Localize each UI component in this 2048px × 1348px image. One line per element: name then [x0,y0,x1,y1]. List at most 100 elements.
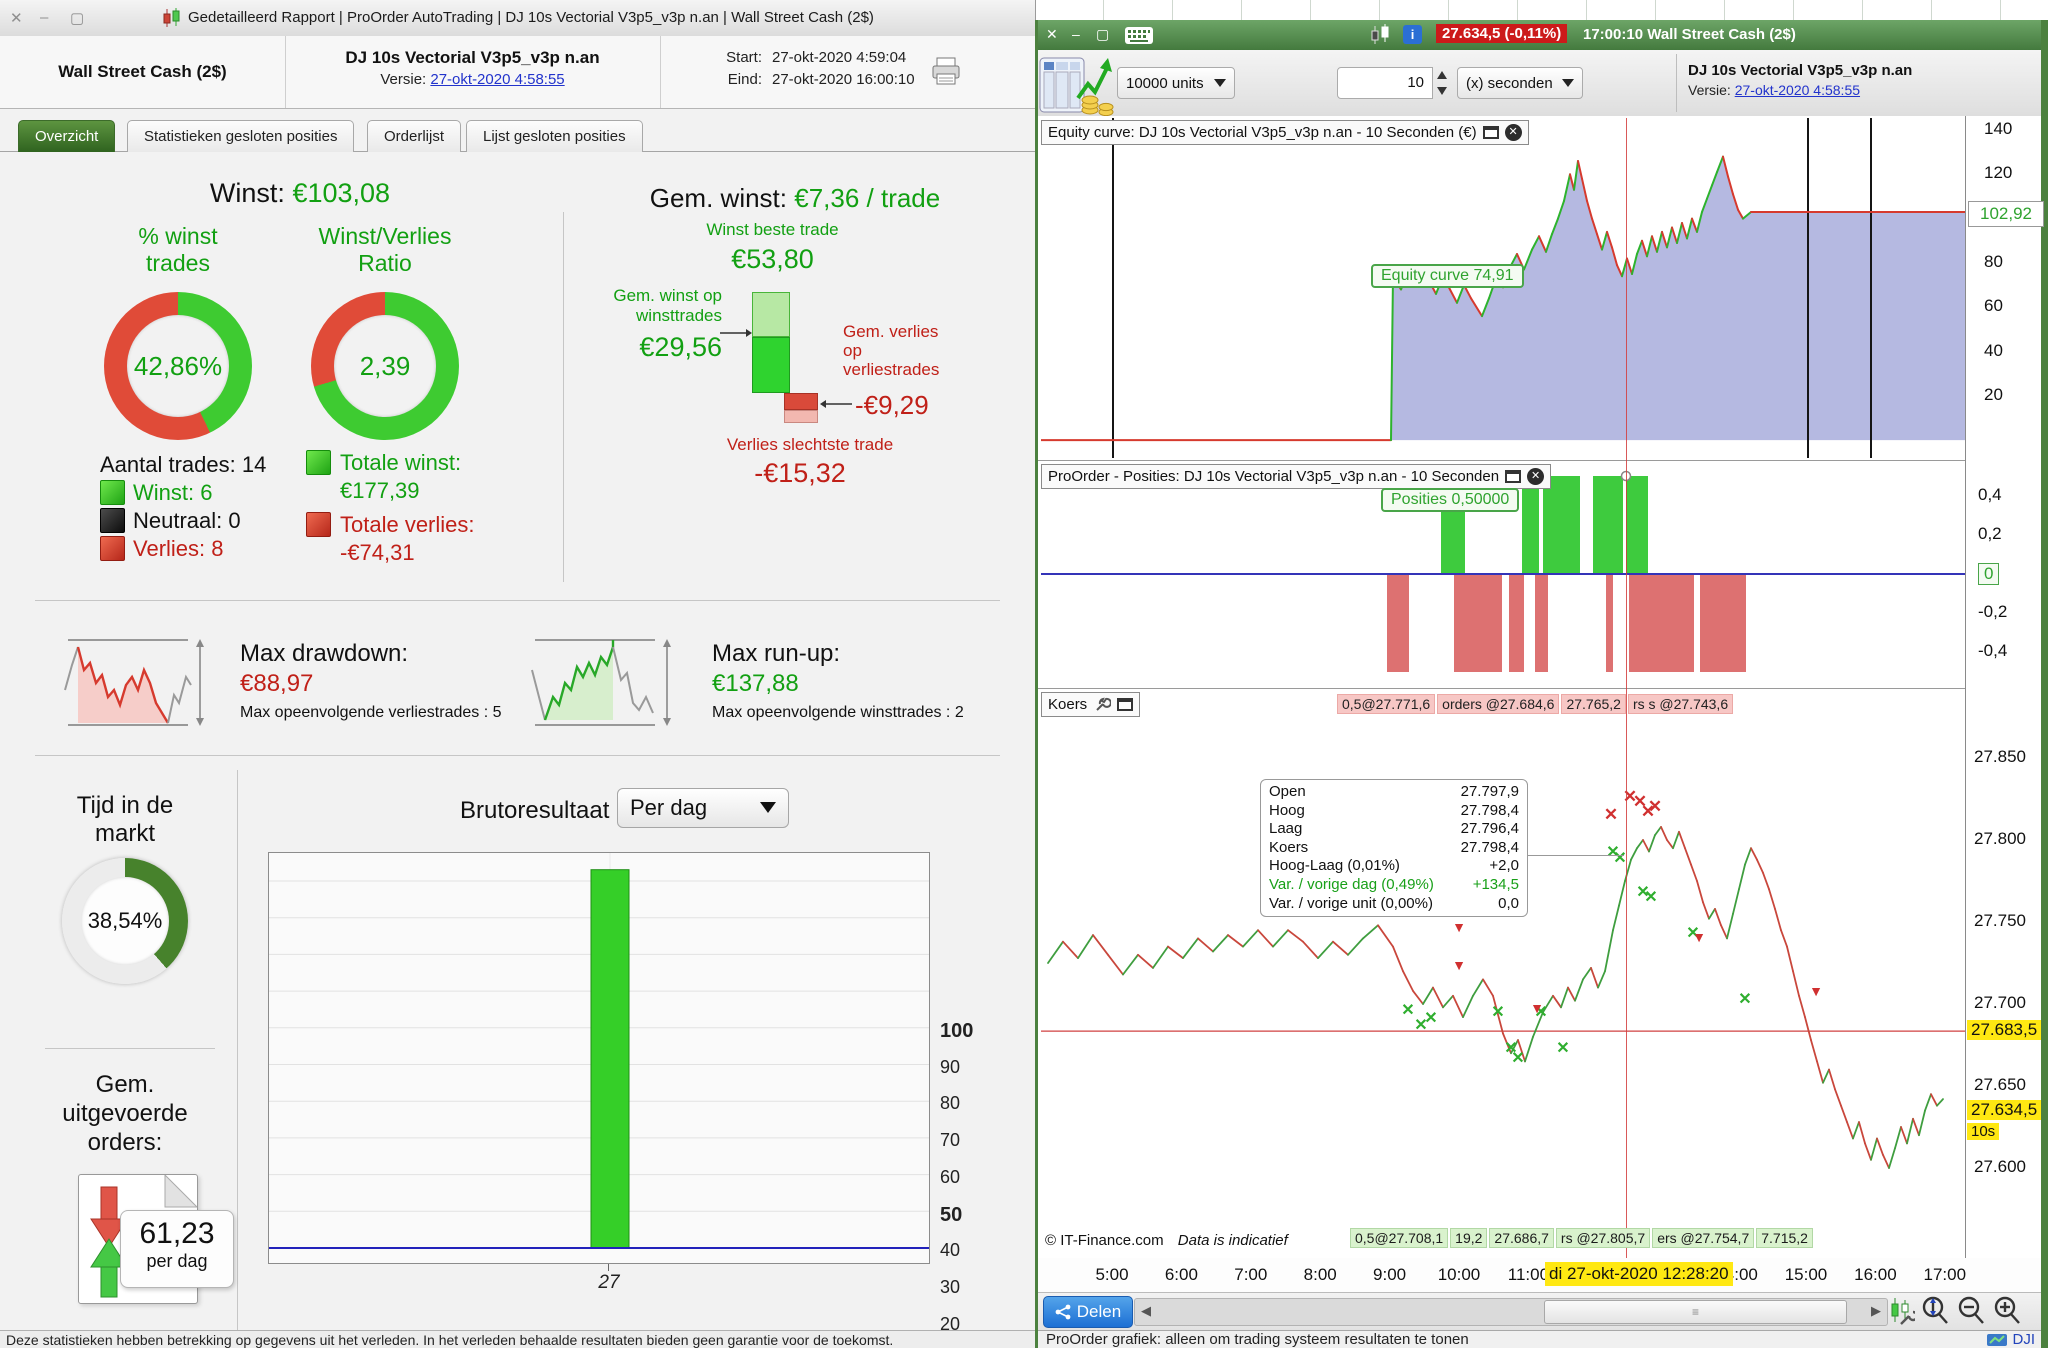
tab-statistieken[interactable]: Statistieken gesloten posities [127,120,355,152]
dji-label: DJI [2012,1331,2036,1348]
svg-text:✕: ✕ [1534,1004,1547,1021]
tijd-donut: 38,54% [62,858,188,984]
wrench-icon[interactable] [1093,696,1112,714]
bruto-period-select[interactable]: Per dag [617,788,789,828]
drawdown-sub: Max opeenvolgende verliestrades : 5 [240,704,502,721]
gem-winst-heading: Gem. winst: €7,36 / trade [585,183,1005,214]
scrollbar-thumb[interactable]: ≡ [1544,1300,1847,1324]
report-titlebar: ✕ ‒ ▢ Gedetailleerd Rapport | ProOrder A… [0,0,1035,37]
axis-tick-label: 7:00 [1234,1265,1268,1284]
chart-settings-icon[interactable] [1887,1296,1919,1331]
scroll-left-icon[interactable]: ◀ [1141,1303,1151,1318]
svg-text:✕: ✕ [1641,802,1655,821]
equity-chart [1041,118,1965,458]
tab-orderlijst[interactable]: Orderlijst [367,120,462,152]
info-icon[interactable]: i [1403,25,1422,44]
report-header: Wall Street Cash (2$) DJ 10s Vectorial V… [0,36,1035,109]
svg-text:✕: ✕ [1633,792,1647,811]
axis-tick-label: 27.850 [1974,747,2026,766]
window-maximize-icon[interactable]: ▢ [70,10,87,27]
axis-tick-label: 11:00 [1507,1265,1550,1284]
ohlc-value: 27.796,4 [1460,820,1519,838]
order-label: orders @27.684,6 [1437,694,1560,714]
runup-value: €137,88 [712,670,799,697]
chevron-down-icon [760,802,776,813]
tab-lijst-gesloten[interactable]: Lijst gesloten posities [466,120,643,152]
start-value: 27-okt-2020 4:59:04 [772,49,907,66]
totale-verlies-value: -€74,31 [340,540,415,565]
versie-link[interactable]: 27-okt-2020 4:58:55 [430,71,565,88]
axis-tick-label: 27.700 [1974,993,2026,1012]
ohlc-label: Koers [1269,838,1309,856]
axis-tick-label: 40 [940,1240,961,1261]
detach-window-icon[interactable] [1117,698,1134,711]
axis-tick-label: 80 [1984,251,2003,271]
interval-stepper[interactable] [1433,67,1451,99]
close-icon[interactable]: ✕ [1504,124,1522,141]
print-icon[interactable] [930,56,962,91]
beste-trade-value: €53,80 [731,244,814,274]
detach-window-icon[interactable] [1505,470,1522,483]
disclaimer-text: Data is indicatief [1177,1232,1288,1249]
svg-text:✕: ✕ [1644,889,1657,906]
window-close-icon[interactable]: ✕ [1046,26,1060,42]
equity-current-value: 102,92 [1968,201,2044,227]
avg-win-bar [752,337,790,393]
svg-text:✕: ✕ [1504,1040,1517,1057]
order-label: 7.715,2 [1756,1228,1813,1248]
window-maximize-icon[interactable]: ▢ [1096,26,1110,42]
close-icon[interactable]: ✕ [1527,468,1545,485]
chevron-down-icon [1214,78,1226,87]
zoom-out-icon[interactable] [1955,1294,1987,1328]
legend-verlies: Verlies: 8 [133,536,224,561]
window-minimize-icon[interactable]: ‒ [1072,26,1080,42]
order-labels-bottom: 0,5@27.708,1 19,2 27.686,7 rs @27.805,7 … [1350,1228,1813,1248]
svg-text:✕: ✕ [1606,844,1619,861]
detach-window-icon[interactable] [1482,126,1499,139]
chart-status-text: ProOrder grafiek: alleen om trading syst… [1046,1331,1469,1348]
window-minimize-icon[interactable]: ‒ [40,9,51,26]
versie-link[interactable]: 27-okt-2020 4:58:55 [1734,82,1861,98]
axis-tick-label: 30 [940,1276,961,1297]
timeunit-value: (x) seconden [1466,74,1553,92]
window-close-icon[interactable]: ✕ [10,10,25,27]
copyright-text: © IT-Finance.com [1045,1232,1164,1249]
system-name: DJ 10s Vectorial V3p5_v3p n.an [1688,62,1913,79]
koers-panel-header: Koers [1041,692,1141,717]
avg-win-arrow [720,329,752,337]
koers-hline-label: 27.683,5 [1967,1020,2042,1040]
timeunit-dropdown[interactable]: (x) seconden [1457,67,1583,99]
scroll-right-icon[interactable]: ▶ [1871,1303,1881,1318]
vertical-divider [563,212,564,582]
axis-tick-label: 90 [940,1056,961,1077]
orders-unit: per dag [146,1251,208,1271]
equity-panel-header: Equity curve: DJ 10s Vectorial V3p5_v3p … [1041,120,1529,145]
axis-tick-label: 17:00 [1923,1265,1967,1284]
share-icon [1055,1304,1071,1320]
chart-title: 17:00:10 Wall Street Cash (2$) [1583,26,1796,43]
ratio-donut: 2,39 [311,292,459,440]
ohlc-value: 27.798,4 [1460,838,1519,856]
zoom-in-icon[interactable] [1991,1294,2023,1328]
runup-label: Max run-up: [712,640,841,667]
chart-toolbar: 10000 units 10 (x) seconden DJ 10s Vecto… [1038,50,2041,117]
gem-winst-label: Gem. winst: [649,183,787,213]
axis-tick-label: 0,4 [1978,484,2002,504]
chart-scrollbar[interactable]: ◀ ▶ ≡ [1134,1298,1888,1326]
max-runup-icon [531,639,671,726]
chart-titlebar: ✕ ‒ ▢ i 27.634,5 (-0,11%) 17:00:10 Wall … [1038,20,2041,50]
totale-verlies-swatch [306,512,331,537]
interval-input[interactable]: 10 [1337,67,1433,99]
share-button[interactable]: Delen [1043,1296,1133,1328]
legend-winst-swatch [100,480,125,505]
aantal-trades: Aantal trades: 14 [100,452,267,477]
zoom-vertical-icon[interactable] [1919,1294,1951,1328]
eind-label: Eind: [727,71,762,88]
order-label: 0,5@27.708,1 [1350,1228,1449,1248]
svg-text:▼: ▼ [1452,919,1466,935]
eind-value: 27-okt-2020 16:00:10 [772,71,915,88]
units-dropdown[interactable]: 10000 units [1117,67,1235,99]
keyboard-icon[interactable] [1124,24,1154,51]
tijd-title: Tijd in de markt [76,792,174,847]
tab-overzicht[interactable]: Overzicht [18,120,116,152]
